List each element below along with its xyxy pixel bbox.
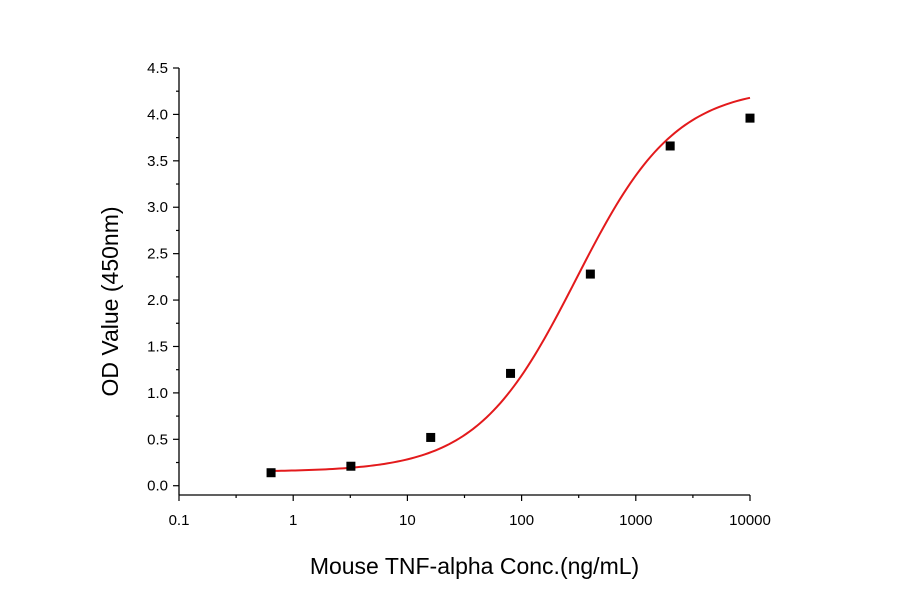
- data-point: [506, 368, 516, 378]
- y-ticks: 0.0 0.5 1.0 1.5 2.0 2.5 3.0 3.5 4.0 4.5: [147, 60, 179, 495]
- x-tick-label: 1: [289, 512, 297, 529]
- y-tick-label: 3.5: [147, 153, 168, 170]
- data-point: [426, 432, 436, 442]
- y-tick-label: 0.0: [147, 478, 168, 495]
- y-tick-label: 1.0: [147, 385, 168, 402]
- x-tick-label: 1000: [619, 512, 652, 529]
- axes: [178, 68, 750, 496]
- data-point: [745, 113, 755, 123]
- data-point: [665, 141, 675, 151]
- y-tick-label: 4.5: [147, 60, 168, 77]
- y-tick-label: 0.5: [147, 431, 168, 448]
- y-tick-label: 2.5: [147, 246, 168, 263]
- y-tick-label: 4.0: [147, 106, 168, 123]
- x-tick-label: 10000: [729, 512, 771, 529]
- x-tick-label: 0.1: [169, 512, 190, 529]
- fit-curve-layer: [271, 96, 751, 472]
- fit-curve: [271, 96, 751, 472]
- y-tick-label: 2.0: [147, 292, 168, 309]
- y-tick-label: 1.5: [147, 338, 168, 355]
- data-point: [346, 461, 356, 471]
- x-ticks: 0.1 1 10 100 1000 10000: [169, 495, 771, 529]
- data-point: [585, 269, 595, 279]
- y-axis-title: OD Value (450nm): [97, 206, 123, 396]
- y-tick-label: 3.0: [147, 199, 168, 216]
- x-axis-title: Mouse TNF-alpha Conc.(ng/mL): [310, 553, 639, 579]
- data-point: [266, 468, 276, 478]
- x-tick-label: 10: [399, 512, 416, 529]
- x-tick-label: 100: [509, 512, 534, 529]
- data-points: [266, 113, 755, 478]
